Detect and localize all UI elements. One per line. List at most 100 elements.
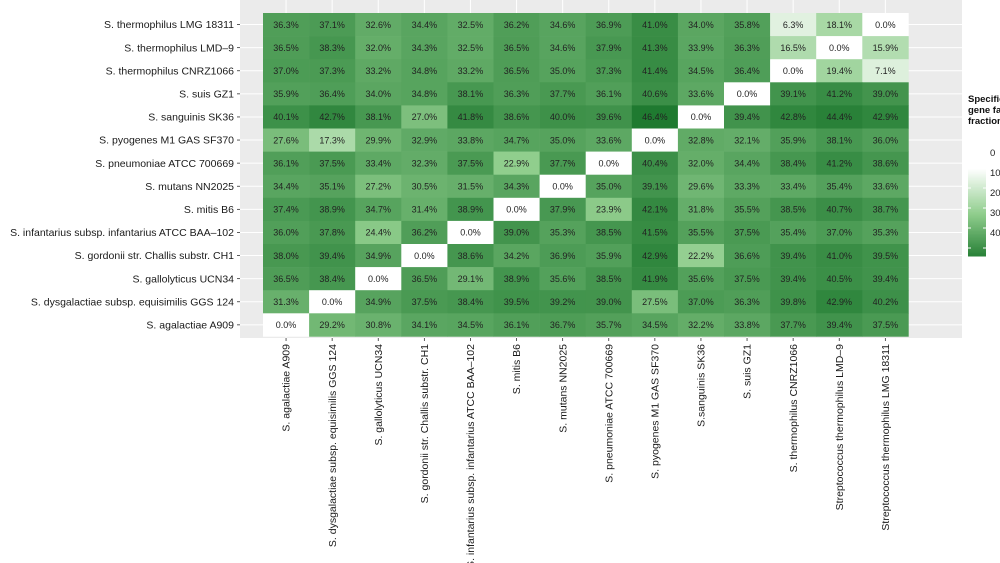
heatmap-cell <box>862 267 909 291</box>
legend-colorbar-segment <box>968 178 986 181</box>
heatmap-cell <box>862 197 909 222</box>
heatmap-cell <box>309 59 356 83</box>
row-label: S. gallolyticus UCN34 <box>132 273 234 285</box>
cell-value-label: 42.9% <box>826 297 852 307</box>
cell-value-label: 33.8% <box>734 320 760 330</box>
heatmap-cell <box>724 244 771 268</box>
heatmap-cell <box>401 151 448 175</box>
heatmap-cell <box>493 82 540 106</box>
heatmap-cell <box>401 267 448 291</box>
heatmap-cell <box>493 197 540 222</box>
heatmap-cell <box>401 59 448 83</box>
row-labels: S. thermophilus LMG 18311 S. thermophilus… <box>10 19 240 331</box>
heatmap-cell <box>539 174 586 199</box>
cell-value-label: 32.5% <box>458 20 484 30</box>
cell-value-label: 39.2% <box>550 297 576 307</box>
legend-colorbar-segment <box>968 168 986 170</box>
legend-colorbar-segment <box>968 200 986 203</box>
heatmap-cell <box>401 128 448 152</box>
cell-value-label: 34.4% <box>734 158 760 168</box>
cell-value-label: 32.3% <box>412 158 438 168</box>
cell-value-label: 41.8% <box>458 112 484 122</box>
legend-colorbar-segment <box>968 236 986 239</box>
cell-value-label: 36.3% <box>734 43 760 53</box>
cell-value-label: 6.3% <box>783 20 804 30</box>
cell-value-label: 38.9% <box>458 205 484 215</box>
cell-value-label: 37.5% <box>734 228 760 238</box>
heatmap-cell <box>724 290 771 314</box>
cell-value-label: 38.4% <box>458 297 484 307</box>
heatmap-cell <box>816 82 863 106</box>
cell-value-label: 36.1% <box>273 158 299 168</box>
heatmap-cell <box>309 244 356 268</box>
cell-value-label: 32.0% <box>365 43 391 53</box>
legend-title: Specific <box>968 94 1000 105</box>
heatmap-cell <box>585 151 633 175</box>
cell-value-label: 34.0% <box>365 89 391 99</box>
cell-value-label: 37.4% <box>273 205 299 215</box>
cell-value-label: 35.6% <box>550 274 576 284</box>
cell-value-label: 32.8% <box>688 135 714 145</box>
heatmap-cell <box>355 313 402 337</box>
heatmap-cell <box>309 36 356 60</box>
cell-value-label: 37.9% <box>596 43 622 53</box>
cell-value-label: 37.5% <box>873 320 899 330</box>
cell-value-label: 27.0% <box>412 112 438 122</box>
cell-value-label: 29.2% <box>319 320 345 330</box>
column-label: S. thermophilus CNRZ1066 <box>788 344 800 473</box>
cell-value-label: 36.3% <box>504 89 530 99</box>
cell-value-label: 37.3% <box>596 66 622 76</box>
cell-value-label: 34.6% <box>550 20 576 30</box>
cell-value-label: 37.5% <box>734 274 760 284</box>
cell-value-label: 30.8% <box>365 320 391 330</box>
legend-colorbar-segment <box>968 245 986 248</box>
heatmap-cell <box>585 13 633 37</box>
row-label: S. pyogenes M1 GAS SF370 <box>99 135 234 147</box>
legend-colorbar-segment <box>968 244 986 247</box>
legend-colorbar-segment <box>968 203 986 206</box>
heatmap-cell <box>355 267 402 291</box>
heatmap-cell <box>677 151 725 175</box>
heatmap-cell <box>724 128 771 152</box>
cell-value-label: 34.5% <box>688 66 714 76</box>
heatmap-cell <box>631 267 679 291</box>
legend-colorbar-segment <box>968 212 986 214</box>
legend-colorbar-segment <box>968 214 986 217</box>
column-labels: S. agalactiae A909 S. dysgalactiae subsp.… <box>281 338 892 563</box>
cell-value-label: 36.0% <box>873 135 899 145</box>
legend-colorbar-segment <box>968 250 986 253</box>
heatmap-cell <box>355 151 402 175</box>
cell-value-label: 36.9% <box>596 20 622 30</box>
cell-value-label: 29.9% <box>365 135 391 145</box>
heatmap-cell <box>770 220 817 245</box>
cell-value-label: 41.5% <box>642 228 668 238</box>
heatmap-cell <box>631 313 679 337</box>
cell-value-label: 40.2% <box>873 297 899 307</box>
cell-value-label: 37.7% <box>550 89 576 99</box>
heatmap-cell <box>677 197 725 222</box>
cell-value-label: 36.1% <box>596 89 622 99</box>
legend-tick-label: 30 <box>990 208 1000 219</box>
cell-value-label: 34.7% <box>365 205 391 215</box>
heatmap-cell <box>263 82 310 106</box>
heatmap-cell <box>309 197 356 222</box>
legend-colorbar-segment <box>968 192 986 195</box>
heatmap-cell <box>631 59 679 83</box>
cell-value-label: 34.6% <box>550 43 576 53</box>
cell-value-label: 44.4% <box>826 112 852 122</box>
cell-value-label: 35.9% <box>273 89 299 99</box>
cell-value-label: 35.0% <box>596 181 622 191</box>
heatmap-cell <box>309 151 356 175</box>
cell-value-label: 34.5% <box>458 320 484 330</box>
legend-colorbar-segment <box>968 170 986 173</box>
cell-value-label: 24.4% <box>365 228 391 238</box>
cell-value-label: 40.7% <box>826 205 852 215</box>
heatmap-cell <box>724 59 771 83</box>
heatmap-cell <box>447 244 494 268</box>
heatmap-cell <box>447 290 494 314</box>
cell-value-label: 41.9% <box>642 274 668 284</box>
row-label: S. dysgalactiae subsp. equisimilis GGS 1… <box>31 296 234 308</box>
legend-tick-label: 0 <box>990 148 995 159</box>
cell-value-label: 37.0% <box>688 297 714 307</box>
heatmap-cell <box>631 105 679 129</box>
